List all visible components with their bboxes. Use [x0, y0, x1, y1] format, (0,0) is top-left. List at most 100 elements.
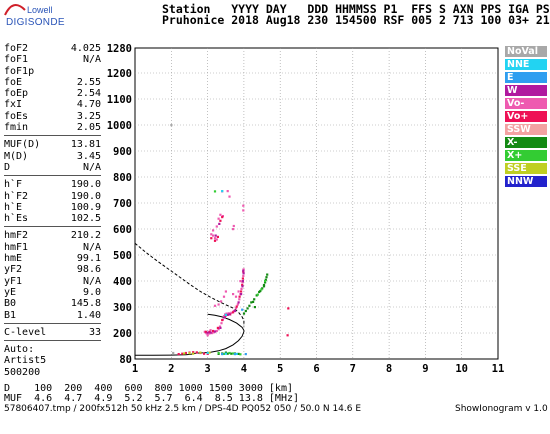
echo-point-voplus	[216, 326, 219, 329]
echo-point-nne	[224, 352, 227, 355]
echo-point-xminus	[230, 352, 233, 355]
logo-line2: DIGISONDE	[6, 17, 65, 28]
echo-point-vominus	[242, 274, 245, 277]
param-name: B0	[4, 298, 17, 310]
header-line2: Pruhonice 2018 Aug18 230 154500 RSF 005 …	[162, 13, 550, 27]
echo-point-voplus	[195, 351, 198, 354]
param-value: 4.70	[76, 99, 101, 111]
echo-point-voplus	[241, 283, 244, 287]
echo-point-vominus	[232, 293, 235, 296]
digisonde-logo: Lowell DIGISONDE	[3, 2, 65, 38]
echo-point-vominus	[220, 322, 223, 325]
echo-point-sse	[183, 352, 186, 355]
y-tick-label: 1280	[107, 43, 132, 55]
echo-point-sse	[188, 352, 191, 355]
echo-point-voplus	[212, 329, 215, 333]
y-tick-label: 300	[113, 302, 132, 314]
echo-point-vominus	[222, 315, 226, 318]
param-name: yF2	[4, 264, 23, 276]
echo-point-vominus	[203, 330, 206, 333]
trace-model-trace	[134, 242, 245, 327]
echo-point-w	[242, 272, 245, 275]
param-value: 2.54	[76, 88, 101, 100]
x-tick-label: 9	[422, 363, 428, 375]
logo-line1: Lowell	[27, 5, 53, 15]
param-name: foE	[4, 76, 23, 88]
echo-point-vominus	[226, 190, 229, 193]
header-line1: Station YYYY DAY DDD HHMMSS P1 FFS S AXN…	[162, 2, 550, 16]
y-tick-label: 200	[113, 328, 132, 340]
echo-point-xplus	[232, 352, 235, 355]
param-row-fof2: foF2 4.025	[4, 43, 101, 54]
echo-point-xminus	[226, 352, 229, 355]
param-value: N/A	[82, 54, 101, 66]
y-tick-label: 1000	[107, 120, 132, 132]
echo-point-xminus	[253, 298, 256, 301]
echo-point-xminus	[248, 304, 251, 307]
param-name: foEp	[4, 88, 29, 100]
echo-point-vominus	[232, 309, 235, 313]
legend-item-noval: NoVal	[505, 46, 547, 57]
x-tick-label: 2	[168, 363, 174, 375]
echo-point-xminus	[262, 285, 266, 288]
echo-point-voplus	[221, 216, 224, 219]
echo-point-xminus	[244, 309, 247, 313]
echo-point-vominus	[217, 217, 220, 220]
echo-point-sse	[208, 351, 211, 354]
echo-point-vominus	[213, 237, 217, 240]
echo-point-vominus	[206, 334, 209, 337]
echo-point-xplus	[217, 351, 220, 355]
echo-point-xminus	[262, 283, 266, 287]
echo-point-voplus	[204, 330, 207, 333]
param-row-yf1: yF1 N/A	[4, 276, 101, 287]
echo-point-voplus	[213, 239, 217, 242]
echo-point-w	[213, 330, 217, 333]
x-tick-label: 7	[350, 363, 356, 375]
echo-point-voplus	[238, 295, 241, 298]
param-value: N/A	[82, 275, 101, 287]
param-separator	[4, 226, 101, 228]
param-value: 3.45	[76, 150, 101, 162]
echo-point-xplus	[213, 190, 217, 193]
x-tick-label: 10	[455, 363, 468, 375]
echo-point-w	[241, 280, 244, 283]
y-tick-label: 400	[113, 276, 132, 288]
echo-point-w	[223, 316, 226, 319]
echo-point-xminus	[242, 312, 246, 315]
echo-point-w	[219, 326, 222, 329]
param-value: 99.1	[76, 253, 101, 265]
echo-point-xplus	[228, 351, 231, 355]
param-row-yf2: yF2 98.6	[4, 264, 101, 275]
legend-item-sse: SSE	[505, 163, 547, 174]
echo-point-nne	[235, 352, 238, 355]
echo-point-voplus	[286, 334, 289, 337]
param-row-fof1p: foF1p	[4, 66, 101, 77]
station-header: Station YYYY DAY DDD HHMMSS P1 FFS S AXN…	[162, 2, 550, 27]
param-name: M(D)	[4, 150, 29, 162]
echo-point-vominus	[237, 290, 240, 293]
echo-point-vominus	[242, 268, 245, 271]
param-name: hmF2	[4, 230, 29, 242]
echo-point-voplus	[232, 311, 235, 314]
param-name: C-level	[4, 326, 47, 338]
echo-point-voplus	[192, 351, 195, 354]
param-value: 33	[88, 326, 101, 338]
echo-point-w	[214, 234, 217, 237]
param-value: 98.6	[76, 264, 101, 276]
echo-point-vominus	[205, 332, 208, 335]
echo-point-vominus	[209, 329, 212, 332]
param-value: 2.55	[76, 76, 101, 88]
param-separator	[4, 340, 101, 342]
echo-point-noval	[172, 351, 175, 355]
y-tick-label: 600	[113, 224, 132, 236]
x-tick-label: 1	[132, 363, 138, 375]
y-tick-label: 1200	[107, 68, 132, 80]
param-row-hf: h`F 190.0	[4, 179, 101, 190]
echo-point-xminus	[266, 273, 269, 276]
echo-point-xminus	[252, 300, 255, 303]
param-row-hf2: h`F2 190.0	[4, 191, 101, 202]
param-row-fxi: fxI 4.70	[4, 99, 101, 110]
param-row-hmf2: hmF2 210.2	[4, 230, 101, 241]
program-version: ShowIonogram v 1.0	[455, 404, 548, 414]
